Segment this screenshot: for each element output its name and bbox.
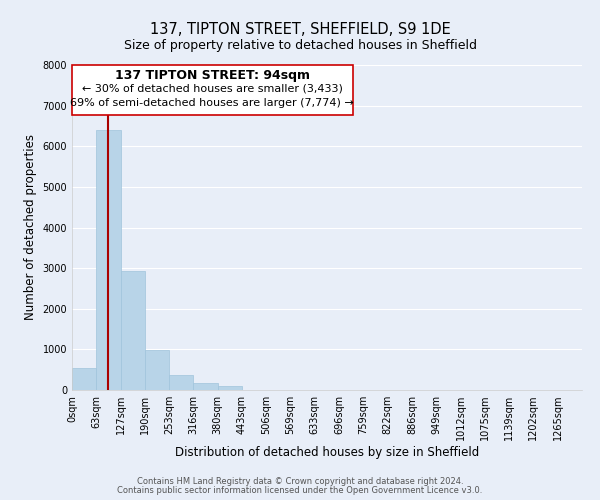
Bar (121, 272, 145, 390)
Bar (193, 383, 218, 390)
Text: 137 TIPTON STREET: 94sqm: 137 TIPTON STREET: 94sqm (115, 69, 310, 82)
Text: Contains public sector information licensed under the Open Government Licence v3: Contains public sector information licen… (118, 486, 482, 495)
Bar (145, 350, 169, 390)
Text: 137, TIPTON STREET, SHEFFIELD, S9 1DE: 137, TIPTON STREET, SHEFFIELD, S9 1DE (149, 22, 451, 38)
X-axis label: Distribution of detached houses by size in Sheffield: Distribution of detached houses by size … (175, 446, 479, 459)
Text: Size of property relative to detached houses in Sheffield: Size of property relative to detached ho… (124, 39, 476, 52)
Bar (96, 130, 121, 390)
Text: 69% of semi-detached houses are larger (7,774) →: 69% of semi-detached houses are larger (… (70, 98, 354, 108)
Bar (72, 368, 96, 390)
Text: ← 30% of detached houses are smaller (3,433): ← 30% of detached houses are smaller (3,… (82, 84, 343, 94)
Bar (169, 375, 193, 390)
Text: Contains HM Land Registry data © Crown copyright and database right 2024.: Contains HM Land Registry data © Crown c… (137, 477, 463, 486)
Y-axis label: Number of detached properties: Number of detached properties (24, 134, 37, 320)
Bar (218, 386, 242, 390)
